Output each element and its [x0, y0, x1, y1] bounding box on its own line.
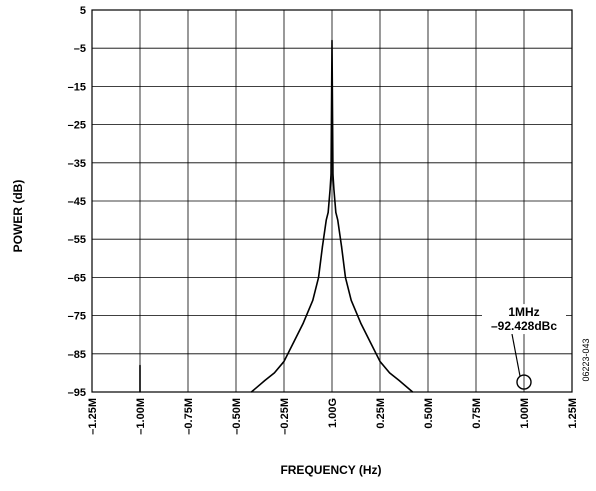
- annotation-label: –92.428dBc: [491, 319, 557, 333]
- data-point: [293, 341, 295, 343]
- data-point: [360, 322, 362, 324]
- data-point: [337, 219, 339, 221]
- data-point: [332, 173, 334, 175]
- y-tick-labels: 5 –5 –15 –25 –35 –45 –55 –65 –75 –85 –95: [68, 5, 86, 399]
- data-point: [350, 299, 352, 301]
- data-point: [341, 246, 343, 248]
- data-point: [329, 188, 331, 191]
- y-tick-label: –55: [68, 234, 86, 246]
- data-point: [325, 219, 327, 221]
- data-point: [335, 211, 337, 214]
- data-point: [389, 372, 391, 374]
- data-point: [139, 364, 141, 366]
- data-point: [273, 372, 275, 374]
- annotation-marker: [516, 374, 532, 390]
- annotation-group: 1MHz–92.428dBc: [482, 304, 566, 390]
- data-point: [344, 276, 347, 278]
- x-tick-label: –1.25M: [87, 398, 99, 435]
- x-tick-label: –1.00M: [135, 398, 147, 435]
- figure-id: 06223-043: [581, 338, 591, 381]
- y-tick-label: –85: [68, 349, 86, 361]
- plot-frame: [91, 9, 573, 393]
- data-point: [302, 322, 304, 324]
- y-tick-label: –65: [68, 272, 86, 284]
- x-tick-label: –0.25M: [279, 398, 291, 435]
- data-point: [264, 379, 266, 382]
- data-point: [330, 173, 332, 175]
- data-point: [333, 188, 335, 191]
- y-tick-label: –15: [68, 81, 86, 93]
- annotation-box: [482, 304, 566, 335]
- y-tick-label: –35: [68, 158, 86, 170]
- series-layer: [139, 39, 414, 393]
- data-point: [283, 360, 285, 363]
- x-axis-title: FREQUENCY (Hz): [280, 463, 381, 477]
- data-point: [327, 211, 329, 214]
- annotation-leader: [511, 333, 521, 377]
- data-point: [331, 39, 333, 42]
- x-tick-label: 0.50M: [423, 398, 435, 429]
- x-tick-label: –0.50M: [231, 398, 243, 435]
- y-tick-label: –95: [68, 387, 86, 399]
- x-tick-label: 1.00G: [327, 398, 339, 428]
- data-point: [321, 246, 323, 248]
- x-tick-labels: –1.25M –1.00M –0.75M –0.50M –0.25M 1.00G 0.25M…: [87, 398, 579, 435]
- annotation-label: 1MHz: [508, 305, 539, 319]
- x-tick-label: –0.75M: [183, 398, 195, 435]
- y-tick-label: –75: [68, 311, 86, 323]
- data-point: [312, 299, 314, 301]
- y-tick-label: –45: [68, 196, 86, 208]
- x-tick-label: 0.75M: [471, 398, 483, 429]
- data-point: [379, 360, 381, 363]
- data-point: [317, 276, 320, 278]
- y-tick-label: –25: [68, 120, 86, 132]
- y-axis-title: POWER (dB): [11, 180, 25, 253]
- x-tick-label: 0.25M: [375, 398, 387, 429]
- y-tick-label: –5: [74, 43, 86, 55]
- y-tick-label: 5: [80, 5, 86, 17]
- x-tick-label: 1.00M: [519, 398, 531, 429]
- x-tick-label: 1.25M: [567, 398, 579, 429]
- data-point: [398, 379, 400, 382]
- data-point: [369, 341, 371, 343]
